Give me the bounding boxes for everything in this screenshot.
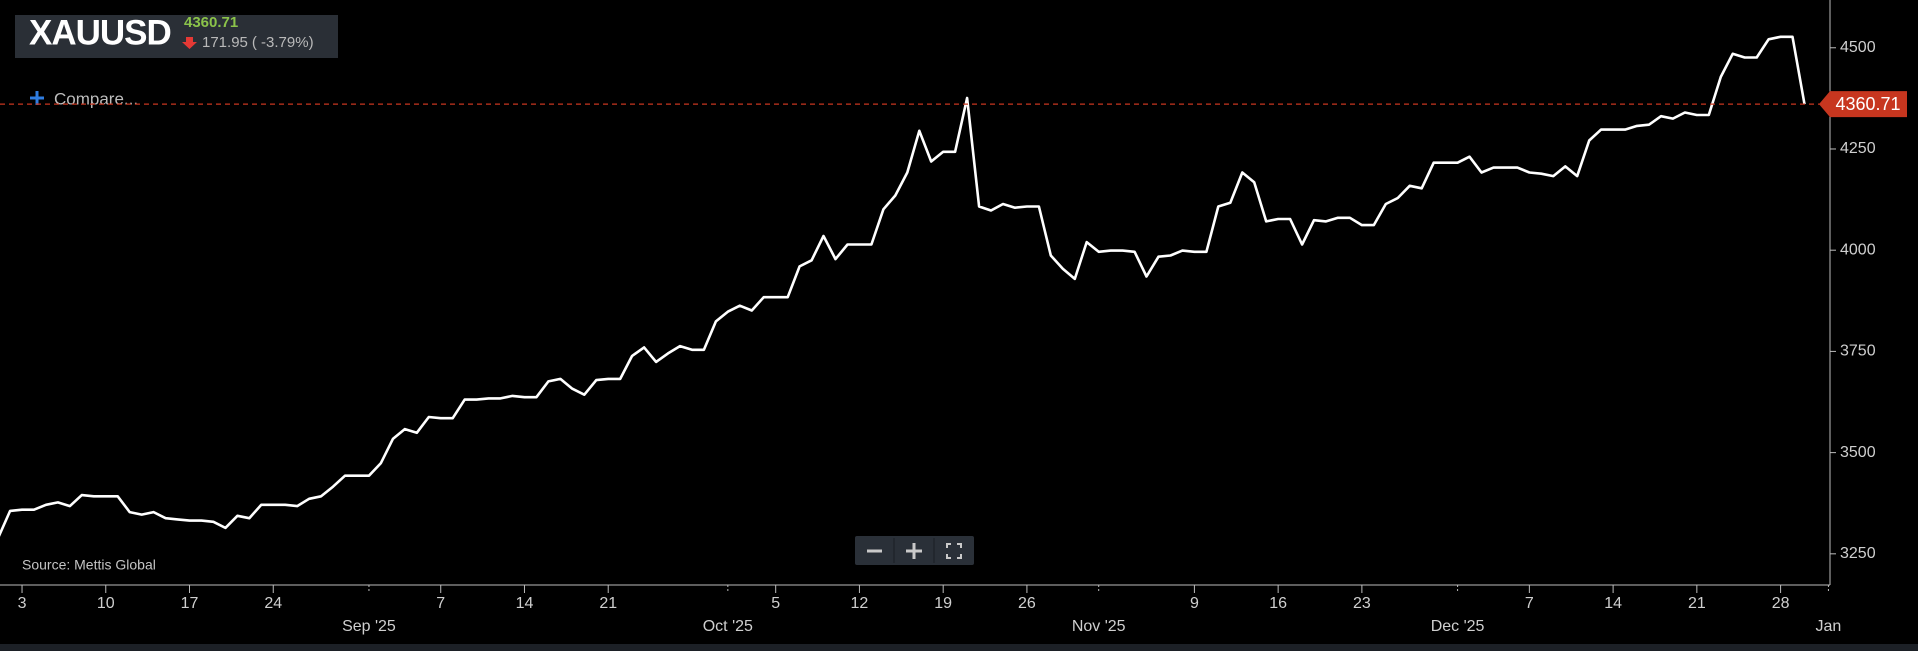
price-line xyxy=(0,35,1806,537)
x-tick-label: 3 xyxy=(18,595,27,612)
change: 171.95 xyxy=(202,34,248,51)
zoom-controls xyxy=(855,536,974,565)
zoom-in[interactable] xyxy=(906,543,922,559)
x-tick-label: 21 xyxy=(1688,595,1706,612)
x-tick-label: 14 xyxy=(516,595,534,612)
x-tick-label: 26 xyxy=(1018,595,1036,612)
x-tick-label: 24 xyxy=(264,595,282,612)
header-box xyxy=(15,15,338,58)
x-tick-label: 17 xyxy=(181,595,199,612)
x-tick-label: 9 xyxy=(1190,595,1199,612)
x-month-label: Jan xyxy=(1816,618,1842,635)
y-tick-label: 3500 xyxy=(1840,444,1876,461)
y-tick-label: 3250 xyxy=(1840,545,1876,562)
change-percent: ( -3.79%) xyxy=(252,34,314,51)
bottom-strip xyxy=(0,644,1918,651)
x-month-label: Sep '25 xyxy=(342,618,396,635)
x-tick-label: 12 xyxy=(851,595,869,612)
last-price-tag xyxy=(1819,91,1907,118)
last-price: 4360.71 xyxy=(184,14,238,31)
down-arrow xyxy=(182,37,197,49)
fullscreen[interactable] xyxy=(946,543,962,559)
y-tick-label: 4250 xyxy=(1840,140,1876,157)
x-month-label: Dec '25 xyxy=(1431,618,1485,635)
y-tick-label: 4500 xyxy=(1840,39,1876,56)
x-tick-label: 16 xyxy=(1269,595,1287,612)
x-tick-label: 10 xyxy=(97,595,115,612)
compare-icon[interactable] xyxy=(30,91,44,105)
x-tick-label: 7 xyxy=(1525,595,1534,612)
chart-title: XAUUSD xyxy=(29,13,171,52)
y-tick-label: 4000 xyxy=(1840,241,1876,258)
compare-button[interactable]: Compare... xyxy=(54,89,138,108)
x-tick-label: 21 xyxy=(599,595,617,612)
x-tick-label: 28 xyxy=(1772,595,1790,612)
x-tick-label: 14 xyxy=(1604,595,1622,612)
x-tick-label: 5 xyxy=(771,595,780,612)
y-tick-label: 3750 xyxy=(1840,343,1876,360)
x-month-label: Nov '25 xyxy=(1072,618,1126,635)
x-tick-label: 23 xyxy=(1353,595,1371,612)
x-month-label: Oct '25 xyxy=(703,618,753,635)
x-tick-label: 7 xyxy=(436,595,445,612)
x-tick-label: 19 xyxy=(934,595,952,612)
last-price-label: 4360.71 xyxy=(1835,94,1900,114)
source: Source: Mettis Global xyxy=(22,557,156,573)
